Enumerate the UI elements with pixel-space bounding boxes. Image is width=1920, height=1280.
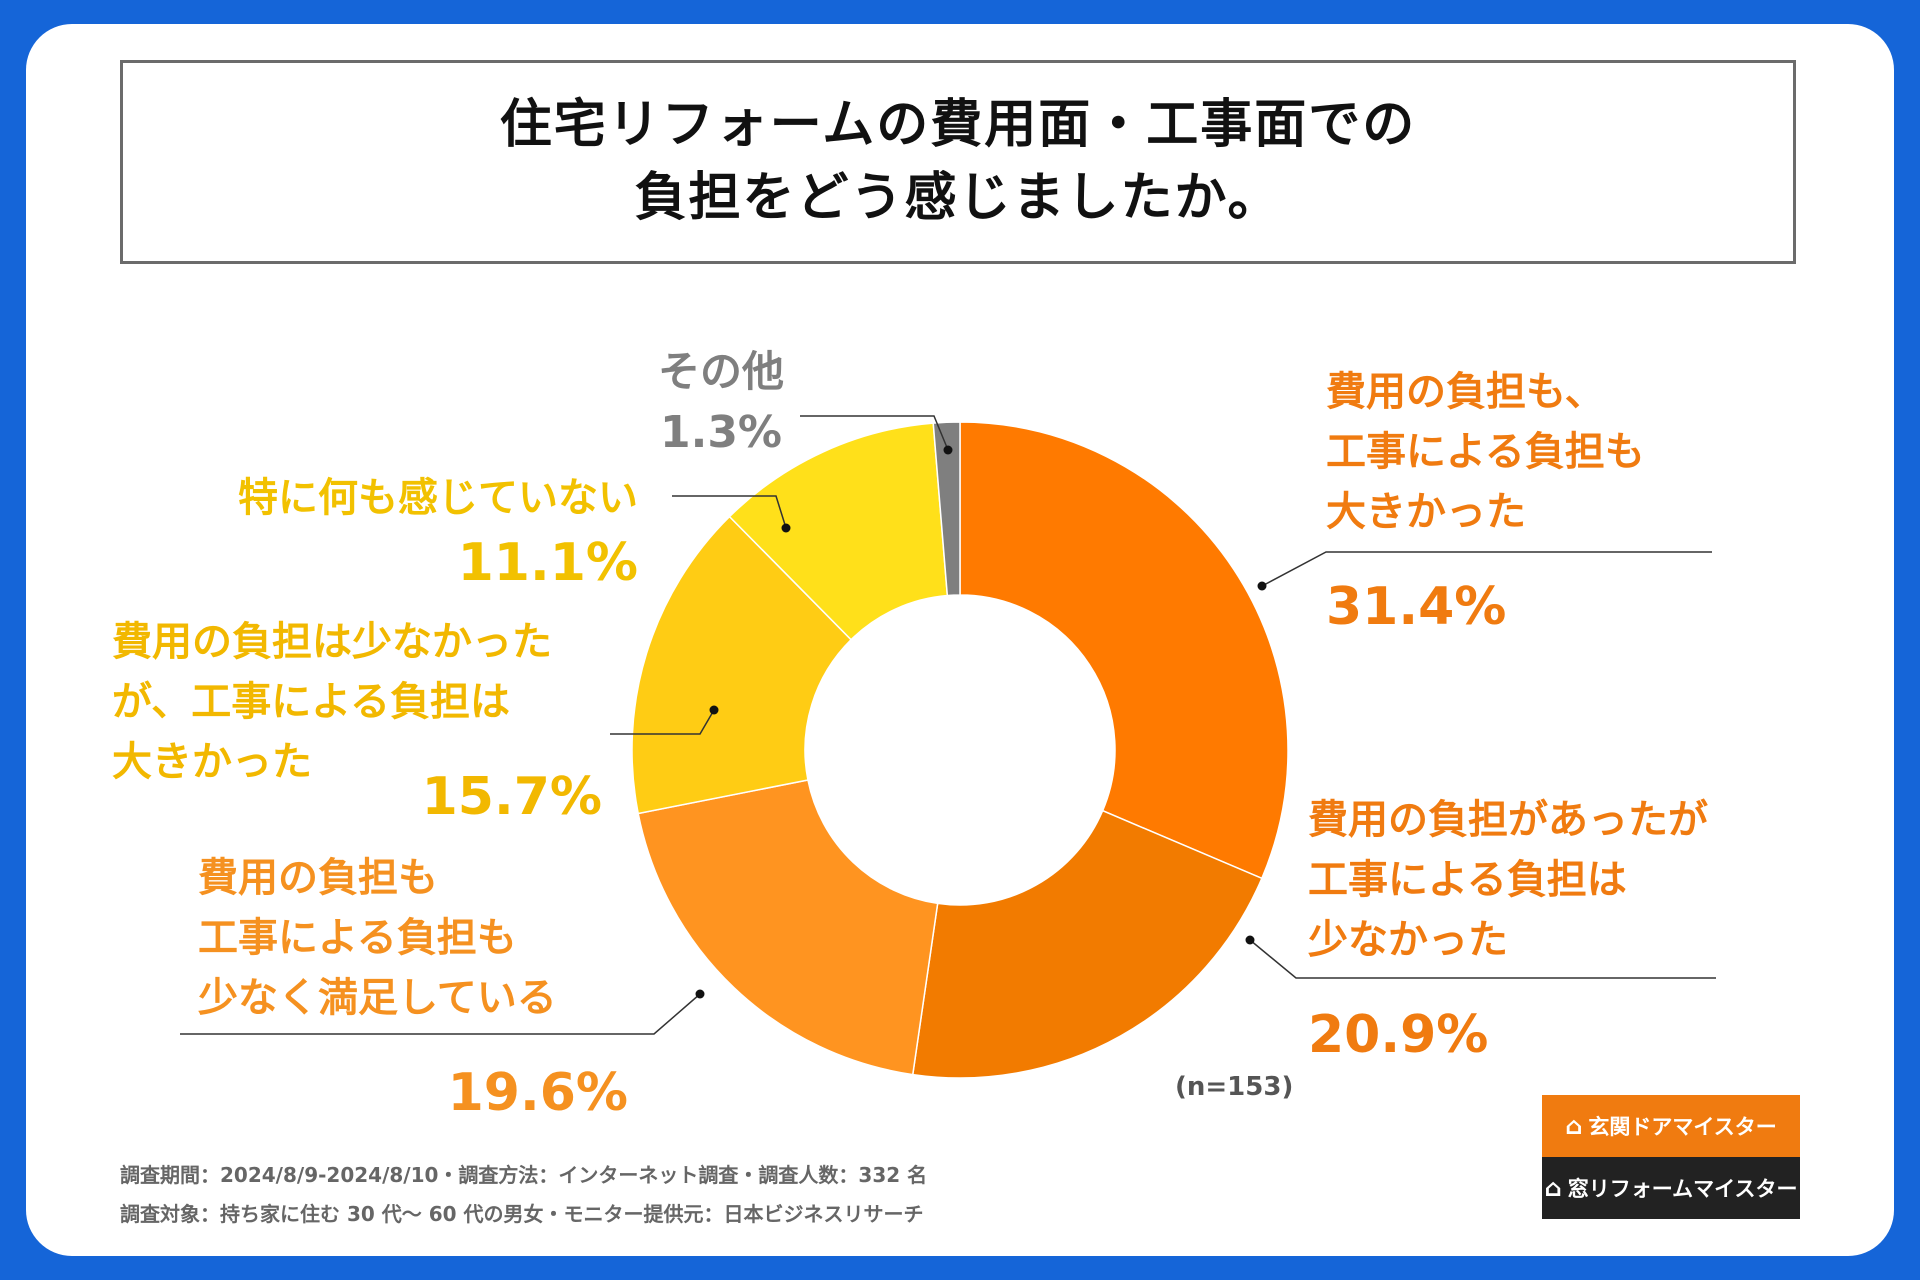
slice-value-label: 19.6% (447, 1063, 628, 1123)
logo-entrance-door-text: 玄関ドアマイスター (1588, 1115, 1777, 1139)
slice-label-line: 大きかった (112, 739, 312, 785)
slice-other (932, 421, 961, 597)
leader-line-cost-low-work-high (610, 709, 715, 735)
title-line-2: 負担をどう感じましたか。 (634, 168, 1282, 228)
slice-label-line: その他 (657, 347, 784, 396)
label-other: その他 1.3% (646, 342, 796, 464)
leader-dot-cost-and-work-high (1257, 581, 1267, 591)
leader-line-both-low-satisfied (180, 993, 701, 1035)
label-both-low-satisfied: 費用の負担も工事による負担も 少なく満足している 19.6% (198, 848, 628, 1124)
logo-entrance-door-meister: ⌂ 玄関ドアマイスター (1542, 1095, 1800, 1157)
slice-cost-low-work-high (631, 515, 853, 815)
slice-label-line: 大きかった (1326, 489, 1526, 535)
logo-window-reform-meister: ⌂ 窓リフォームマイスター (1542, 1157, 1800, 1219)
leader-line-nothing-felt (672, 495, 787, 529)
footer-survey-target: 調査対象：持ち家に住む 30 代～ 60 代の男女・モニター提供元：日本ビジネス… (120, 1202, 924, 1226)
leader-line-cost-high-work-low (1249, 939, 1716, 979)
leader-line-cost-and-work-high (1261, 551, 1712, 587)
slice-label-line: 費用の負担があったが (1308, 797, 1708, 843)
slice-value-label: 1.3% (659, 407, 783, 458)
door-icon: ⌂ (1565, 1112, 1583, 1140)
slice-label-line: 工事による負担は (1308, 857, 1627, 903)
slice-both-low-satisfied (637, 779, 939, 1076)
label-cost-low-work-high: 費用の負担は少なかった が、工事による負担は 大きかった 15.7% (112, 612, 602, 828)
slice-value-label: 15.7% (421, 767, 602, 827)
slice-value-label: 20.9% (1308, 1005, 1489, 1065)
slice-nothing-felt (728, 422, 949, 641)
slice-value-label: 11.1% (457, 533, 638, 593)
title-line-1: 住宅リフォームの費用面・工事面での (499, 95, 1417, 156)
slice-label-line: が、工事による負担は (112, 679, 510, 725)
leader-dot-cost-high-work-low (1245, 935, 1255, 945)
label-cost-and-work-high: 費用の負担も、 工事による負担も 大きかった 31.4% (1326, 362, 1645, 638)
slice-cost-high-work-low (911, 809, 1263, 1079)
leader-dot-cost-low-work-high (709, 705, 719, 715)
house-icon: ⌂ (1544, 1174, 1562, 1202)
slice-label-line: 特に何も感じていない (238, 475, 638, 521)
sample-size-note: (n=153) (1175, 1072, 1294, 1102)
slice-label-line: 工事による負担も (198, 915, 517, 961)
slice-cost-and-work-high (959, 421, 1289, 880)
slice-label-line: 少なかった (1308, 917, 1508, 963)
slice-label-line: 少なく満足している (198, 975, 557, 1021)
slice-label-line: 費用の負担も、 (1326, 369, 1605, 415)
title-box: 住宅リフォームの費用面・工事面での 負担をどう感じましたか。 (120, 60, 1796, 264)
slice-label-line: 費用の負担も (198, 855, 438, 901)
slice-label-line: 費用の負担は少なかった (112, 619, 552, 665)
logo-window-reform-text: 窓リフォームマイスター (1567, 1177, 1798, 1201)
label-nothing-felt: 特に何も感じていない 11.1% (172, 468, 638, 594)
slice-value-label: 31.4% (1326, 577, 1507, 637)
leader-line-other (800, 415, 949, 451)
leader-dot-nothing-felt (781, 523, 791, 533)
leader-dot-both-low-satisfied (695, 989, 705, 999)
footer-survey-period: 調査期間：2024/8/9-2024/8/10・調査方法：インターネット調査・調… (120, 1163, 928, 1187)
leader-dot-other (943, 445, 953, 455)
slice-label-line: 工事による負担も (1326, 429, 1645, 475)
label-cost-high-work-low: 費用の負担があったが 工事による負担は 少なかった 20.9% (1308, 790, 1708, 1066)
